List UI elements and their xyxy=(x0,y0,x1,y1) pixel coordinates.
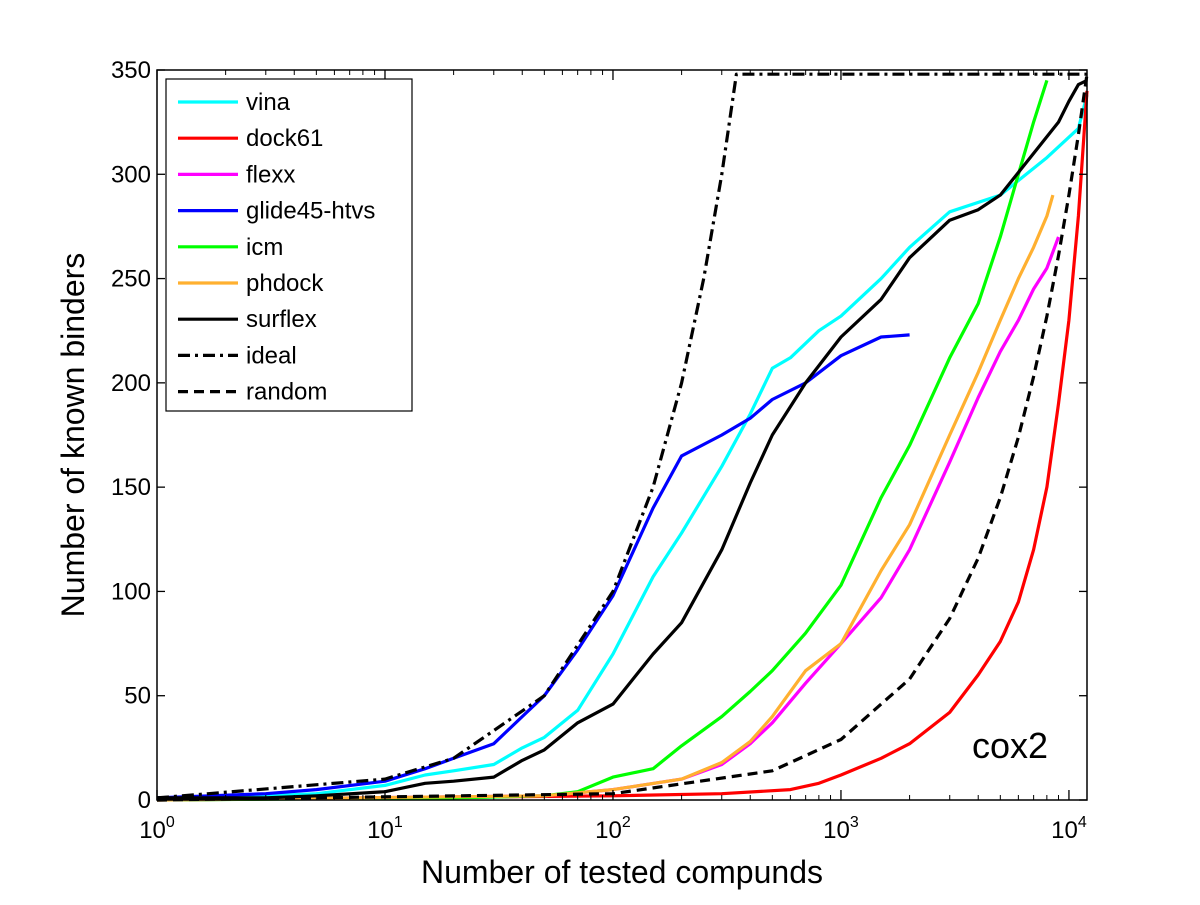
y-tick-label: 300 xyxy=(111,161,151,188)
y-tick-label: 350 xyxy=(111,57,151,84)
series-line-glide45-htvs xyxy=(156,333,910,800)
y-tick-label: 50 xyxy=(124,683,151,710)
series-line-surflex xyxy=(157,78,1088,800)
series-line-dock61 xyxy=(156,90,1089,802)
series-line-phdock xyxy=(156,194,1055,802)
legend-label-glide45-htvs: glide45-htvs xyxy=(246,198,375,225)
legend-label-vina: vina xyxy=(246,89,291,116)
annotation-label: cox2 xyxy=(972,725,1048,766)
legend-label-flexx: flexx xyxy=(246,161,295,188)
x-tick-label: 103 xyxy=(823,814,859,844)
y-tick-label: 250 xyxy=(111,266,151,293)
series-line-random xyxy=(156,73,1089,802)
legend-label-icm: icm xyxy=(246,234,283,261)
legend-label-phdock: phdock xyxy=(246,270,324,297)
x-tick-label: 102 xyxy=(595,814,631,844)
series-line-vina xyxy=(156,94,1089,800)
y-tick-label: 200 xyxy=(111,370,151,397)
series-line-icm xyxy=(156,79,1049,802)
y-tick-label: 150 xyxy=(111,474,151,501)
ticks-layer: 0 50 100 150 200 250 300 350 100 101 102 103 104 xyxy=(111,57,1087,844)
x-tick-label: 104 xyxy=(1051,814,1087,844)
legend-label-surflex: surflex xyxy=(246,306,317,333)
x-tick-label: 101 xyxy=(367,814,403,844)
x-axis-label: Number of tested compunds xyxy=(421,854,823,890)
series-layer xyxy=(156,72,1089,802)
series-line-ideal xyxy=(156,72,1087,800)
y-axis-label: Number of known binders xyxy=(55,253,91,618)
x-tick-label: 100 xyxy=(139,814,175,844)
y-tick-label: 100 xyxy=(111,578,151,605)
legend-label-random: random xyxy=(246,379,327,406)
legend: vina dock61 flexx glide45-htvs icm phdock surf… xyxy=(165,78,413,412)
legend-label-ideal: ideal xyxy=(246,342,297,369)
legend-label-dock61: dock61 xyxy=(246,125,323,152)
y-tick-label: 0 xyxy=(138,787,151,814)
plot-frame xyxy=(156,69,1088,801)
